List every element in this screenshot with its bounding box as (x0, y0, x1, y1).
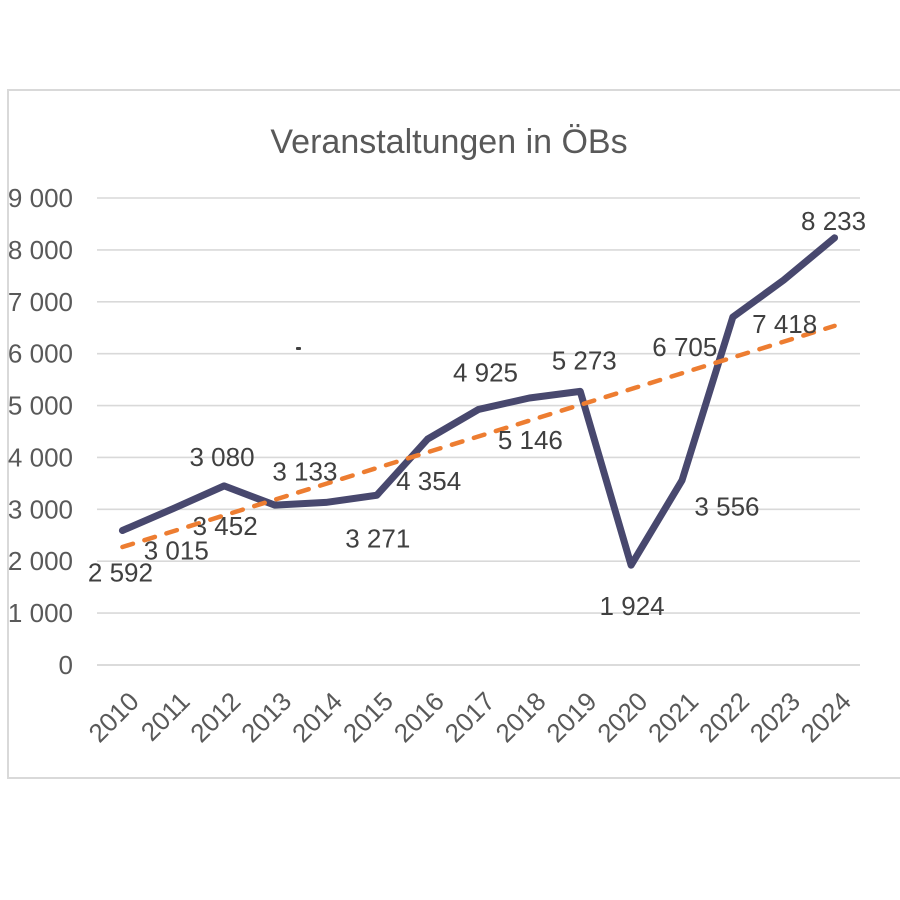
x-axis-label: 2022 (693, 686, 755, 748)
data-label: 5 146 (498, 425, 563, 455)
x-axis-label: 2010 (83, 686, 145, 748)
x-axis-label: 2016 (388, 686, 450, 748)
y-tick-label: 1 000 (8, 598, 73, 628)
y-tick-label: 4 000 (8, 442, 73, 472)
data-label: 3 133 (272, 456, 337, 486)
data-label: 8 233 (801, 206, 866, 236)
x-axis-label: 2015 (337, 686, 399, 748)
data-label: 5 273 (552, 345, 617, 375)
data-label: 4 354 (396, 466, 461, 496)
chart-frame (7, 89, 900, 779)
data-label: 7 418 (752, 309, 817, 339)
y-tick-label: 5 000 (8, 391, 73, 421)
x-axis-label: 2019 (540, 686, 602, 748)
stray-mark (296, 347, 301, 350)
x-axis-label: 2024 (795, 686, 857, 748)
trendline (120, 323, 837, 550)
y-tick-label: 2 000 (8, 546, 73, 576)
chart-title: Veranstaltungen in ÖBs (270, 123, 628, 161)
x-axis-label: 2013 (235, 686, 297, 748)
data-label: 3 556 (694, 491, 759, 521)
y-tick-label: 3 000 (8, 494, 73, 524)
y-tick-label: 0 (59, 650, 73, 680)
x-axis-label: 2018 (489, 686, 551, 748)
x-axis-label: 2020 (591, 686, 653, 748)
data-label: 3 015 (144, 536, 209, 566)
x-axis-label: 2011 (135, 686, 196, 747)
data-label: 4 925 (453, 357, 518, 387)
data-label: 2 592 (88, 558, 153, 588)
x-axis-label: 2023 (744, 686, 806, 748)
data-label: 3 080 (189, 442, 254, 472)
data-label: 3 452 (193, 511, 258, 541)
data-label: 1 924 (600, 591, 665, 621)
data-label: 6 705 (652, 332, 717, 362)
y-tick-label: 8 000 (8, 235, 73, 265)
x-axis-label: 2021 (642, 686, 704, 748)
y-tick-label: 7 000 (8, 287, 73, 317)
data-label: 3 271 (345, 523, 410, 553)
x-axis-label: 2017 (439, 686, 501, 748)
x-axis-label: 2014 (286, 686, 348, 748)
x-axis-label: 2012 (184, 686, 246, 748)
series-line (118, 234, 839, 569)
y-tick-label: 6 000 (8, 339, 73, 369)
y-tick-label: 9 000 (8, 183, 73, 213)
